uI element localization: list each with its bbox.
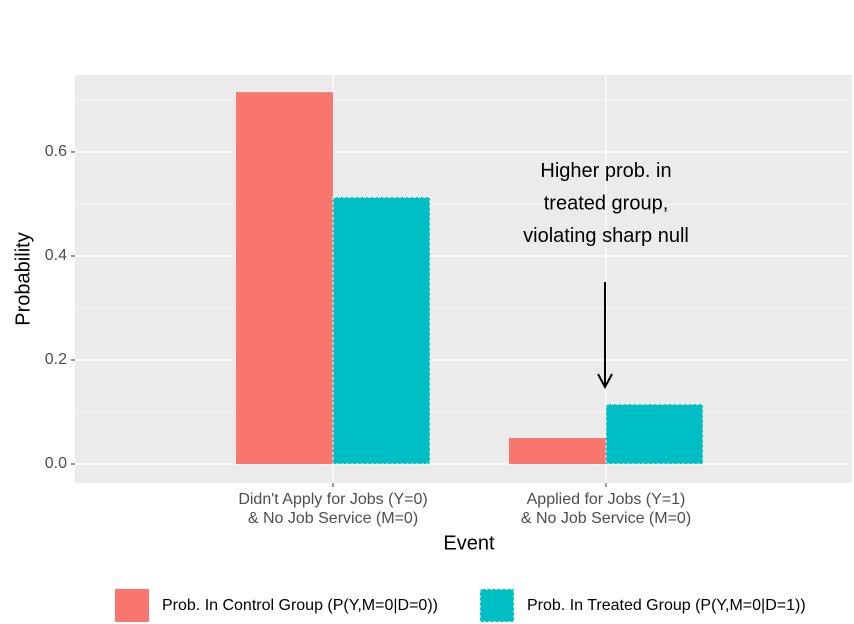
y-tick-label: 0.6 — [45, 143, 67, 160]
bar — [332, 196, 431, 465]
legend-key — [479, 588, 515, 623]
bar — [509, 438, 606, 465]
annotation-arrowhead — [597, 373, 613, 390]
y-axis-label: Probability — [12, 232, 34, 325]
legend-label: Prob. In Treated Group (P(Y,M=0|D=1)) — [527, 597, 806, 614]
y-tick-label: 0.4 — [45, 247, 67, 264]
y-tick-label: 0.2 — [45, 351, 67, 368]
x-tick-label: Applied for Jobs (Y=1) & No Job Service (… — [521, 491, 691, 527]
annotation: Higher prob. in treated group, violating s… — [523, 160, 689, 247]
legend-label: Prob. In Control Group (P(Y,M=0|D=0)) — [162, 597, 438, 614]
bar — [236, 92, 333, 465]
x-axis-label: Event — [443, 532, 495, 554]
bar — [605, 403, 704, 465]
legend-key — [115, 589, 149, 622]
x-tick-label: Didn't Apply for Jobs (Y=0) & No Job Serv… — [238, 491, 427, 527]
y-tick-label: 0.0 — [45, 455, 67, 472]
panel — [75, 75, 852, 483]
